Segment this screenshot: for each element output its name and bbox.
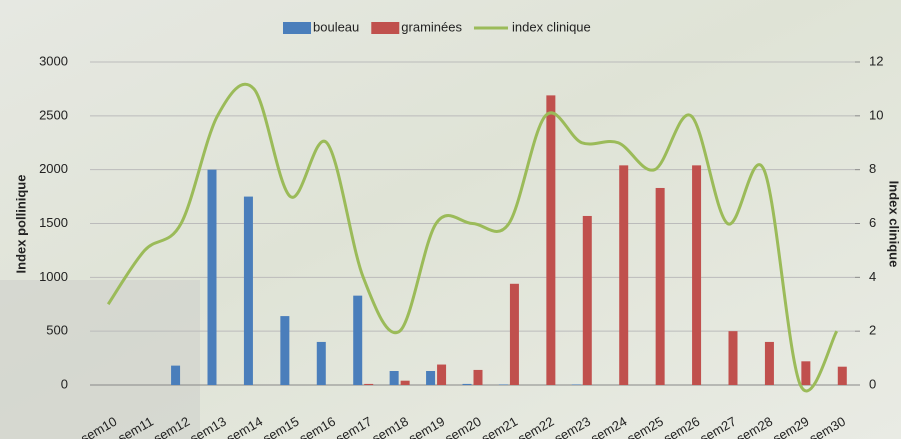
bar [729, 331, 738, 385]
bar [353, 296, 362, 385]
y2-tick-label: 2 [869, 323, 876, 338]
y-tick-label: 2000 [39, 161, 68, 176]
legend-swatch [371, 22, 399, 34]
bar [692, 165, 701, 385]
bar [838, 367, 847, 385]
bar [401, 381, 410, 385]
bar [171, 366, 180, 385]
bar [437, 365, 446, 385]
bar [390, 371, 399, 385]
bar [474, 370, 483, 385]
bar [546, 95, 555, 385]
legend-swatch [283, 22, 311, 34]
y2-tick-label: 12 [869, 53, 883, 68]
background-shade [0, 280, 200, 439]
y2-tick-label: 0 [869, 376, 876, 391]
bar [765, 342, 774, 385]
y-tick-label: 3000 [39, 53, 68, 68]
bar [280, 316, 289, 385]
bar [801, 361, 810, 385]
bar [619, 165, 628, 385]
y2-axis-label: Index clinique [887, 181, 901, 268]
bar [426, 371, 435, 385]
y2-tick-label: 4 [869, 269, 876, 284]
bar [463, 384, 472, 385]
y2-tick-label: 10 [869, 107, 883, 122]
legend-label: bouleau [313, 19, 359, 34]
bar [656, 188, 665, 385]
bar [572, 384, 581, 385]
legend-label: index clinique [512, 19, 591, 34]
y-tick-label: 500 [46, 323, 68, 338]
bar [499, 384, 508, 385]
y2-tick-label: 6 [869, 215, 876, 230]
bar [364, 384, 373, 385]
y-tick-label: 0 [61, 376, 68, 391]
bar [317, 342, 326, 385]
y-tick-label: 2500 [39, 107, 68, 122]
y-tick-label: 1000 [39, 269, 68, 284]
legend-label: graminées [401, 19, 462, 34]
chart: Index pollinique Index clinique 0 500 1000… [0, 0, 901, 439]
bar [208, 170, 217, 385]
bar [510, 284, 519, 385]
y-axis-label: Index pollinique [13, 175, 28, 274]
bar [583, 216, 592, 385]
y2-tick-label: 8 [869, 161, 876, 176]
y-tick-label: 1500 [39, 215, 68, 230]
bar [244, 197, 253, 385]
